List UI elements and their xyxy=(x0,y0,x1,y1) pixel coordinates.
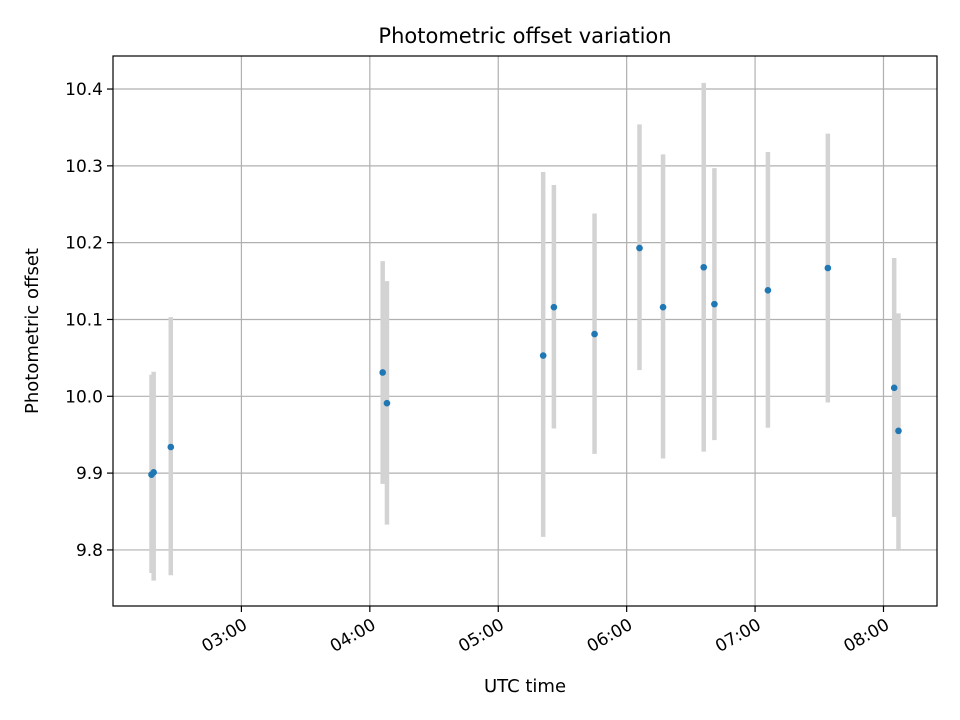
data-points xyxy=(148,244,902,478)
data-point xyxy=(379,369,386,376)
data-point xyxy=(895,427,902,435)
y-tick-label: 10.0 xyxy=(65,387,103,407)
data-point xyxy=(539,352,547,359)
data-point xyxy=(890,384,898,392)
y-tick-label: 10.2 xyxy=(65,234,103,254)
data-point xyxy=(550,303,558,311)
data-point xyxy=(150,469,157,476)
data-point xyxy=(711,300,718,308)
data-point xyxy=(659,303,667,311)
plot-area-frame xyxy=(112,55,938,607)
y-tick-label: 10.4 xyxy=(65,80,103,100)
y-tick-label: 10.1 xyxy=(65,310,103,330)
y-tick-label: 9.9 xyxy=(76,464,103,484)
y-axis-label: Photometric offset xyxy=(22,248,43,414)
data-point xyxy=(700,263,708,271)
data-point xyxy=(383,399,391,407)
data-point xyxy=(764,286,772,294)
grid xyxy=(113,56,937,606)
y-tick-label: 9.8 xyxy=(76,541,103,561)
chart-title: Photometric offset variation xyxy=(378,24,671,48)
y-tick-label: 10.3 xyxy=(65,157,103,177)
data-point xyxy=(824,264,832,272)
data-point xyxy=(636,244,643,252)
data-point xyxy=(167,443,175,451)
x-axis-label: UTC time xyxy=(484,676,566,697)
data-point xyxy=(591,330,598,338)
